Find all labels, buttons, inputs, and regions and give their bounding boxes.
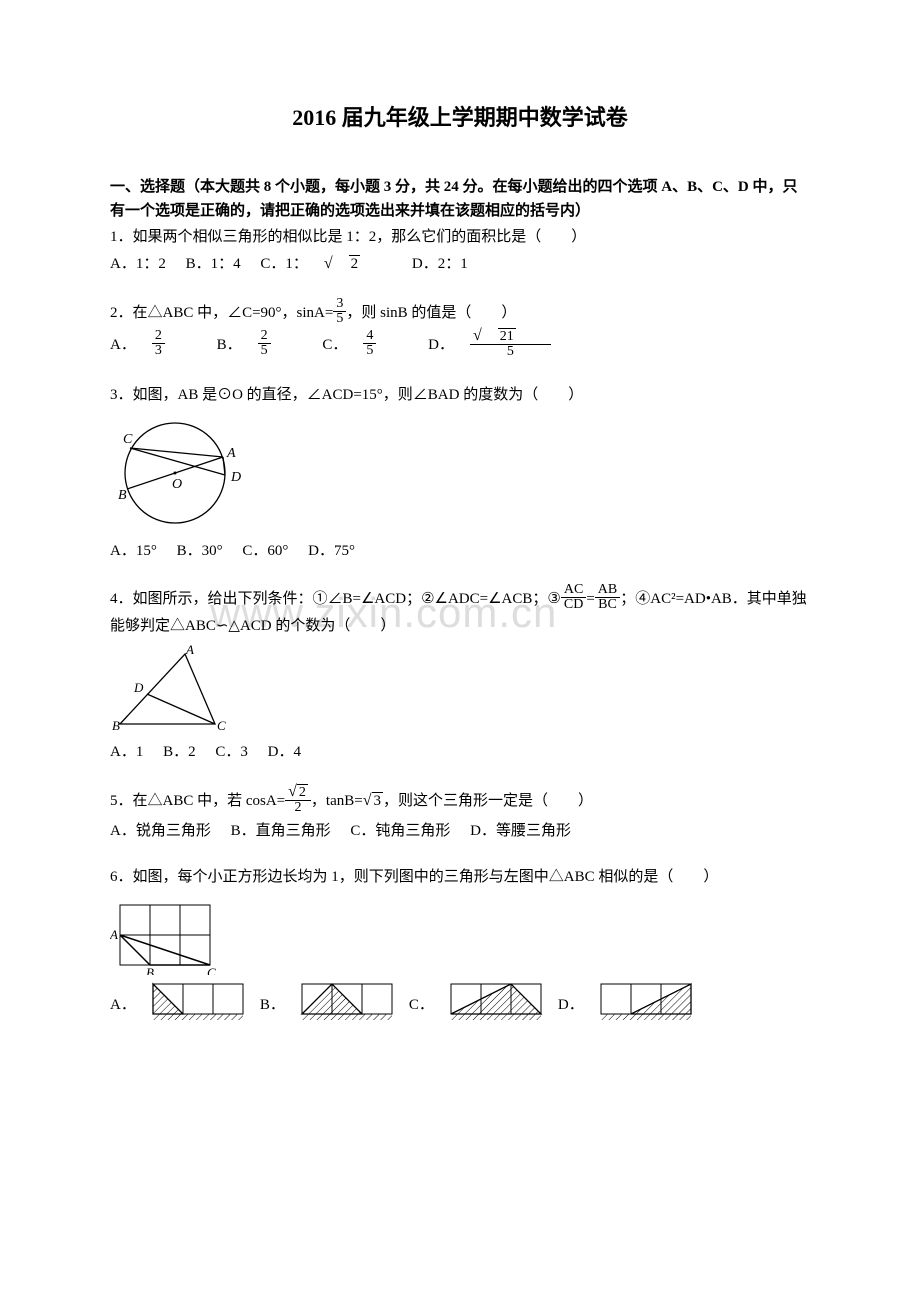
q4-r2n: AB — [595, 583, 620, 598]
question-1: 1．如果两个相似三角形的相似比是 1：2，那么它们的面积比是（ ） A．1：2 … — [110, 225, 810, 277]
q1-options: A．1：2 B．1：4 C．1：√2 D．2：1 — [110, 251, 810, 277]
q6-opt-a-label: A． — [110, 993, 136, 1017]
q3-options: A．15° B．30° C．60° D．75° — [110, 539, 810, 563]
question-5: 5．在△ABC 中，若 cosA=√22，tanB=√3，则这个三角形一定是（ … — [110, 786, 810, 843]
q2-d-label: D． — [428, 337, 454, 353]
svg-text:C: C — [123, 432, 133, 447]
q3-opt-d: D．75° — [308, 543, 355, 559]
svg-text:B: B — [118, 488, 127, 503]
q6-ref-figure: A B C — [110, 895, 810, 975]
q2-suffix: ，则 sinB 的值是（ ） — [346, 305, 516, 321]
q2-d-den: 5 — [470, 345, 551, 359]
svg-text:C: C — [207, 965, 216, 975]
q2-text: 2．在△ABC 中，∠C=90°，sinA=35，则 sinB 的值是（ ） — [110, 299, 810, 328]
q3-text: 3．如图，AB 是⊙O 的直径，∠ACD=15°，则∠BAD 的度数为（ ） — [110, 383, 810, 407]
q5-rad2: 3 — [372, 792, 384, 809]
q3-figure: C A D B O — [110, 413, 810, 533]
q2-b-den: 5 — [258, 344, 271, 358]
q2-c-den: 5 — [363, 344, 376, 358]
q3-opt-b: B．30° — [177, 543, 223, 559]
svg-text:D: D — [133, 680, 144, 695]
svg-text:A: A — [185, 644, 194, 657]
q3-opt-a: A．15° — [110, 543, 157, 559]
q1-opt-d: D．2：1 — [412, 256, 468, 272]
question-2: 2．在△ABC 中，∠C=90°，sinA=35，则 sinB 的值是（ ） A… — [110, 299, 810, 361]
svg-text:D: D — [230, 470, 241, 485]
q6-options: A． B． C． D． — [110, 981, 810, 1023]
q5-opt-d: D．等腰三角形 — [470, 823, 571, 839]
q2-a-label: A． — [110, 337, 136, 353]
q1-opt-c: C．1：√2 — [260, 256, 396, 272]
q2-num: 3 — [333, 297, 346, 312]
q2-a-den: 3 — [152, 344, 165, 358]
q5-text: 5．在△ABC 中，若 cosA=√22，tanB=√3，则这个三角形一定是（ … — [110, 786, 810, 817]
q2-a-num: 2 — [152, 329, 165, 344]
q5-opt-c: C．钝角三角形 — [350, 823, 450, 839]
q4-mid: = — [586, 591, 594, 607]
q2-opt-d: D．√215 — [428, 337, 583, 353]
q6-opt-d-label: D． — [558, 993, 584, 1017]
q3-opt-c: C．60° — [242, 543, 288, 559]
q2-opt-b: B．25 — [217, 337, 303, 353]
q1-c-rad: 2 — [349, 255, 361, 272]
q5-rad: 2 — [297, 784, 308, 800]
q2-prefix: 2．在△ABC 中，∠C=90°，sinA= — [110, 305, 333, 321]
q2-b-label: B． — [217, 337, 242, 353]
q4-opt-c: C．3 — [215, 744, 248, 760]
svg-text:B: B — [112, 718, 120, 733]
q4-text: 4．如图所示，给出下列条件：①∠B=∠ACD；②∠ADC=∠ACB；③ACCD=… — [110, 585, 810, 638]
q6-opt-a-figure — [150, 981, 250, 1023]
q5-opt-a: A．锐角三角形 — [110, 823, 211, 839]
triangle-diagram-icon: A B C D — [110, 644, 230, 734]
q6-opt-b-label: B． — [260, 993, 285, 1017]
q4-opt-a: A．1 — [110, 744, 143, 760]
circle-diagram-icon: C A D B O — [110, 413, 250, 533]
q2-d-rad: 21 — [498, 328, 516, 344]
q5-options: A．锐角三角形 B．直角三角形 C．钝角三角形 D．等腰三角形 — [110, 819, 810, 843]
question-6: 6．如图，每个小正方形边长均为 1，则下列图中的三角形与左图中△ABC 相似的是… — [110, 865, 810, 1023]
q1-c-prefix: C．1： — [260, 256, 308, 272]
q2-c-num: 4 — [363, 329, 376, 344]
svg-text:A: A — [110, 927, 118, 942]
q4-r2d: BC — [595, 598, 620, 612]
q2-b-num: 2 — [258, 329, 271, 344]
q5-prefix: 5．在△ABC 中，若 cosA= — [110, 793, 285, 809]
svg-text:O: O — [172, 477, 182, 492]
question-3: 3．如图，AB 是⊙O 的直径，∠ACD=15°，则∠BAD 的度数为（ ） C… — [110, 383, 810, 563]
q4-prefix: 4．如图所示，给出下列条件：①∠B=∠ACD；②∠ADC=∠ACB；③ — [110, 591, 561, 607]
q1-text: 1．如果两个相似三角形的相似比是 1：2，那么它们的面积比是（ ） — [110, 225, 810, 249]
q1-opt-a: A．1：2 — [110, 256, 166, 272]
section-heading: 一、选择题（本大题共 8 个小题，每小题 3 分，共 24 分。在每小题给出的四… — [110, 175, 810, 223]
svg-text:A: A — [226, 446, 236, 461]
q6-opt-c-label: C． — [409, 993, 434, 1017]
q2-opt-a: A．23 — [110, 337, 197, 353]
q2-opt-c: C．45 — [322, 337, 408, 353]
q4-r1n: AC — [561, 583, 586, 598]
grid-triangle-ref-icon: A B C — [110, 895, 220, 975]
q6-opt-d-figure — [598, 981, 698, 1023]
question-4: www.zixin.com.cn 4．如图所示，给出下列条件：①∠B=∠ACD；… — [110, 585, 810, 764]
svg-text:C: C — [217, 718, 226, 733]
q5-den: 2 — [285, 801, 311, 815]
q4-figure: A B C D — [110, 644, 810, 734]
q5-suffix: ，则这个三角形一定是（ ） — [383, 793, 593, 809]
q6-text: 6．如图，每个小正方形边长均为 1，则下列图中的三角形与左图中△ABC 相似的是… — [110, 865, 810, 889]
q6-opt-c-figure — [448, 981, 548, 1023]
svg-text:B: B — [146, 965, 154, 975]
q5-mid: ，tanB= — [311, 793, 363, 809]
q6-opt-b-figure — [299, 981, 399, 1023]
q4-options: A．1 B．2 C．3 D．4 — [110, 740, 810, 764]
q2-c-label: C． — [322, 337, 347, 353]
q4-opt-d: D．4 — [268, 744, 301, 760]
q4-r1d: CD — [561, 598, 586, 612]
q2-den: 5 — [333, 312, 346, 326]
q2-options: A．23 B．25 C．45 D．√215 — [110, 330, 810, 361]
q1-opt-b: B．1：4 — [186, 256, 241, 272]
q4-opt-b: B．2 — [163, 744, 196, 760]
q5-opt-b: B．直角三角形 — [231, 823, 331, 839]
page-title: 2016 届九年级上学期期中数学试卷 — [110, 100, 810, 135]
